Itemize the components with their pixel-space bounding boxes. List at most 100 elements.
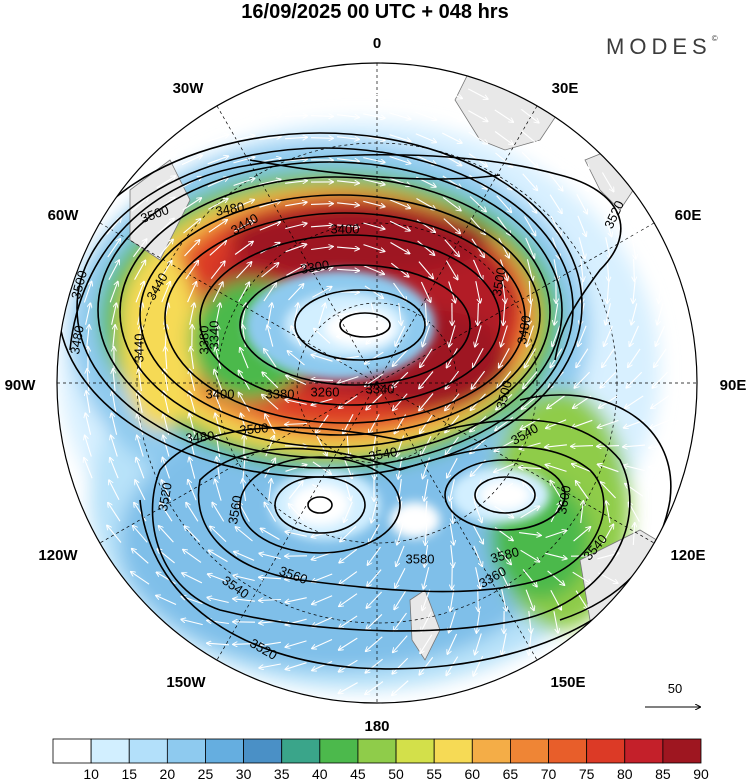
graticule xyxy=(57,63,697,703)
wind-arrow xyxy=(133,526,148,543)
wind-arrow xyxy=(368,546,381,565)
colorbar-swatch xyxy=(166,738,206,764)
wind-arrow xyxy=(576,194,587,213)
wind-arrow xyxy=(545,552,566,558)
wind-arrow xyxy=(262,395,279,410)
colorbar-swatch xyxy=(205,738,244,764)
brand-logo: MODES© xyxy=(606,34,718,59)
wind-arrow xyxy=(210,526,227,542)
wind-arrow xyxy=(631,237,636,259)
lon-label-0: 0 xyxy=(373,35,381,52)
wind-arrow xyxy=(450,479,455,500)
wind-arrow xyxy=(449,523,454,545)
wind-arrow xyxy=(243,457,245,480)
wind-arrow xyxy=(442,196,461,210)
lon-label-150e: 150E xyxy=(550,674,585,691)
contour-label: 3480 xyxy=(214,199,245,219)
wind-arrow xyxy=(312,355,333,362)
wind-arrow xyxy=(552,325,561,347)
wind-arrow xyxy=(312,287,331,298)
wind-arrow xyxy=(184,526,200,543)
wind-arrow xyxy=(605,237,611,259)
wind-arrow xyxy=(600,482,616,499)
wind-arrow xyxy=(337,225,359,227)
wind-arrow xyxy=(578,237,585,258)
wind-arrow xyxy=(496,547,511,565)
wind-arrow xyxy=(215,347,222,369)
wind-arrow xyxy=(259,600,282,601)
colorbar-swatch xyxy=(662,738,702,764)
wind-arrow xyxy=(473,545,482,566)
wind-arrow xyxy=(444,239,459,257)
contour-label: 3260 xyxy=(311,384,340,399)
wind-arrow xyxy=(156,155,175,166)
wind-arrow xyxy=(606,303,612,324)
wind-arrow xyxy=(478,588,479,611)
colorbar-swatch xyxy=(52,738,92,764)
contour-label: 3480 xyxy=(514,314,534,345)
wind-arrow xyxy=(549,194,562,214)
wind-arrow xyxy=(495,482,514,496)
wind-arrow xyxy=(522,173,538,190)
wind-arrow xyxy=(261,263,279,278)
contour-label: 3500 xyxy=(493,379,515,411)
wind-arrow xyxy=(212,282,223,303)
wind-arrow xyxy=(284,116,307,117)
colorbar-tick-label: 65 xyxy=(503,766,519,782)
colorbar-tick-label: 15 xyxy=(121,766,137,782)
wind-arrow xyxy=(131,572,150,585)
wind-arrow xyxy=(240,348,249,369)
wind-arrow xyxy=(84,458,93,479)
wind-arrow xyxy=(285,202,307,207)
contour-label: 3500 xyxy=(489,266,509,297)
wind-arrow xyxy=(451,545,453,567)
wind-arrow xyxy=(550,215,561,236)
wind-arrow xyxy=(395,567,406,588)
wind-arrow xyxy=(185,261,198,280)
wind-arrow xyxy=(604,325,613,346)
wind-arrow xyxy=(107,526,122,543)
wind-arrow xyxy=(415,154,436,165)
wind-arrow xyxy=(494,109,513,122)
wind-arrow xyxy=(239,393,250,412)
wind-arrow xyxy=(337,159,359,162)
wind-arrow xyxy=(238,282,250,302)
wind-arrow xyxy=(241,414,248,435)
wind-arrow xyxy=(312,660,333,671)
wind-arrow xyxy=(498,238,509,257)
wind-arrow xyxy=(445,370,460,389)
wind-arrow xyxy=(469,196,486,212)
wind-arrow xyxy=(189,369,196,391)
wind-arrow xyxy=(291,326,302,347)
wind-arrow xyxy=(573,527,591,542)
wind-arrow xyxy=(393,635,408,653)
wind-arrow xyxy=(519,442,541,449)
wind-arrow xyxy=(267,303,272,325)
wind-arrow xyxy=(83,282,91,303)
contour-label: 3520 xyxy=(155,481,175,512)
colorbar-swatch xyxy=(90,738,130,764)
wind-arrow xyxy=(208,220,227,233)
wind-arrow xyxy=(363,91,385,96)
wind-arrow xyxy=(392,680,409,696)
colorbar-tick-label: 75 xyxy=(579,766,595,782)
colorbar-tick-label: 60 xyxy=(465,766,481,782)
wind-arrow xyxy=(207,156,229,165)
wind-reference-value: 50 xyxy=(668,681,682,696)
wind-arrow xyxy=(208,574,229,583)
wind-arrow xyxy=(657,303,664,324)
wind-arrow xyxy=(602,524,614,544)
wind-arrow xyxy=(259,577,282,578)
wind-arrow xyxy=(285,400,307,405)
wind-arrow xyxy=(365,658,383,673)
wind-arrow xyxy=(132,549,149,564)
colorbar-tick-label: 80 xyxy=(617,766,633,782)
wind-arrow xyxy=(522,569,537,586)
wind-arrow xyxy=(131,197,149,212)
wind-arrow xyxy=(529,303,532,325)
wind-arrow xyxy=(182,198,201,211)
wind-arrow xyxy=(259,180,280,186)
wind-arrow xyxy=(284,159,307,161)
wind-arrow xyxy=(598,464,619,473)
contour-label: 3400 xyxy=(331,221,360,236)
